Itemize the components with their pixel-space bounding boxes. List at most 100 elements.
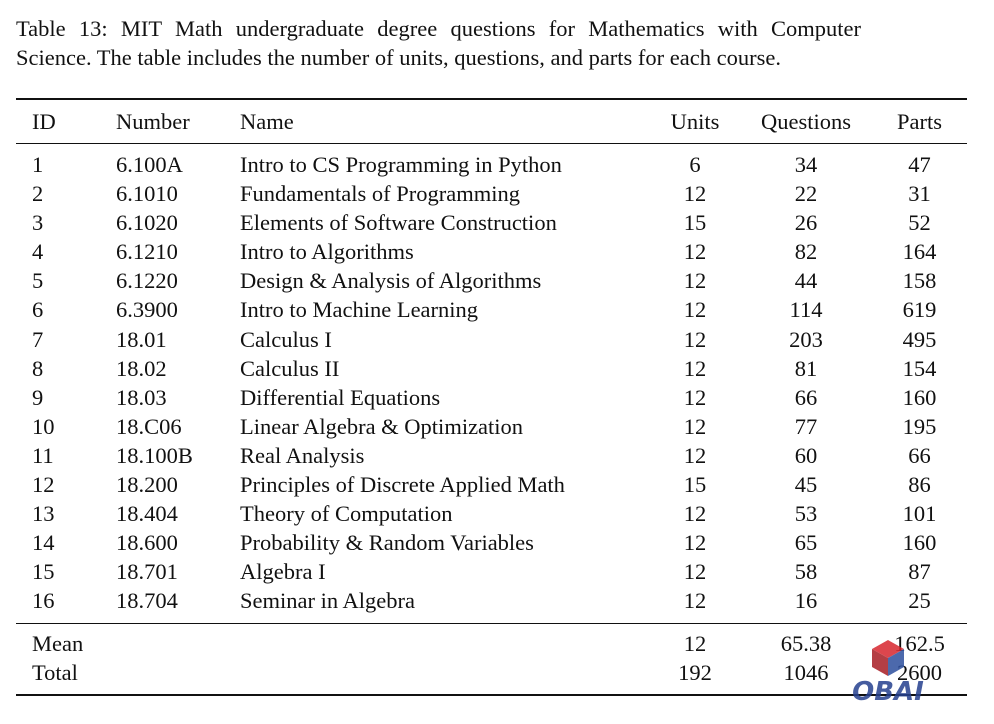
header-row: ID Number Name Units Questions Parts <box>16 98 967 144</box>
table-cell: Elements of Software Construction <box>240 210 557 236</box>
table-cell: Intro to Machine Learning <box>240 297 479 323</box>
table-row: 2 6.1010 Fundamentals of Programming 12 22 31 <box>16 179 967 208</box>
table-row: 3 6.1020 Elements of Software Construction… <box>16 208 967 237</box>
table-cell: 7 <box>32 326 44 352</box>
table-caption: Table 13: MIT Math undergraduate degree … <box>16 16 861 70</box>
header-cell: Units <box>650 98 740 144</box>
table-cell: 12 <box>683 442 707 468</box>
table-row: 4 6.1210 Intro to Algorithms 12 82 164 <box>16 237 967 266</box>
table-cell: 45 <box>794 472 818 498</box>
table-cell: 619 <box>902 297 937 323</box>
table-cell: 2600 <box>872 657 967 696</box>
table-cell: 9 <box>32 384 44 410</box>
table-cell: Real Analysis <box>240 442 365 468</box>
table-cell: 6.100A <box>116 152 183 177</box>
table-cell: 81 <box>794 355 818 381</box>
table-cell: Probability & Random Variables <box>240 530 534 556</box>
table-cell: 6 <box>32 297 44 323</box>
table-cell: 18.701 <box>116 559 178 585</box>
table-cell: 192 <box>650 657 740 696</box>
table-cell: 164 <box>902 239 937 265</box>
table-cell: 160 <box>902 384 937 410</box>
table-cell: 77 <box>794 413 818 439</box>
table-cell: 10 <box>32 413 55 439</box>
table-cell: 22 <box>794 181 818 207</box>
table-cell: 154 <box>902 355 937 381</box>
table-row: 1 6.100A Intro to CS Programming in Python… <box>16 144 967 180</box>
table-cell: Calculus I <box>240 326 332 352</box>
table-cell: 495 <box>902 326 937 352</box>
table-cell: 25 <box>908 588 931 614</box>
table-cell <box>240 622 650 658</box>
header-cell: Number <box>116 98 240 144</box>
table-cell: 26 <box>794 210 818 236</box>
table-cell: 16 <box>794 588 818 614</box>
table-cell: 18.100B <box>116 442 193 468</box>
table-cell: Linear Algebra & Optimization <box>240 413 524 439</box>
table-cell: 87 <box>908 559 931 585</box>
table-cell: 66 <box>908 442 931 468</box>
table-row: 7 18.01 Calculus I 12 203 495 <box>16 325 967 354</box>
table-cell: Differential Equations <box>240 384 441 410</box>
table-cell: 162.5 <box>872 622 967 658</box>
table-cell: 18.02 <box>116 355 167 381</box>
table-cell: 12 <box>683 530 707 556</box>
table-cell: 6.1020 <box>116 210 178 236</box>
table-cell <box>116 657 240 696</box>
table-cell: 18.01 <box>116 326 167 352</box>
table-row: 6 6.3900 Intro to Machine Learning 12 114 619 <box>16 295 967 324</box>
table-cell: Principles of Discrete Applied Math <box>240 472 565 498</box>
table-cell: 6.1010 <box>116 181 178 207</box>
watermark: OBAI <box>852 640 924 707</box>
table-cell: 11 <box>32 442 54 468</box>
table-cell: 18.600 <box>116 530 178 556</box>
table-cell: 15 <box>32 559 55 585</box>
table-cell: 47 <box>908 152 931 177</box>
table-cell: 12 <box>650 622 740 658</box>
table-cell: 6.3900 <box>116 297 178 323</box>
table-cell: 114 <box>789 297 823 323</box>
table-cell: 12 <box>683 326 707 352</box>
table-cell: 14 <box>32 530 55 556</box>
table-cell: Algebra I <box>240 559 326 585</box>
table-cell: 12 <box>683 384 707 410</box>
table-cell: Intro to Algorithms <box>240 239 414 265</box>
table-cell: 160 <box>902 530 937 556</box>
table-summary: Mean 12 65.38 162.5 Total 192 1046 2600 <box>16 622 967 696</box>
table-cell: 1 <box>32 152 44 177</box>
table-cell: 18.200 <box>116 472 178 498</box>
table-row: 15 18.701 Algebra I 12 58 87 <box>16 557 967 586</box>
table-cell: Intro to CS Programming in Python <box>240 152 562 177</box>
table-row: 9 18.03 Differential Equations 12 66 160 <box>16 383 967 412</box>
table-cell: 3 <box>32 210 44 236</box>
table-cell: 12 <box>683 355 707 381</box>
table-cell: 8 <box>32 355 44 381</box>
table-cell: 12 <box>683 181 707 207</box>
header-cell: Parts <box>872 98 967 144</box>
table-cell: 15 <box>683 472 707 498</box>
table-cell: 34 <box>794 152 818 177</box>
table-cell: 18.03 <box>116 384 167 410</box>
table-cell: 52 <box>908 210 931 236</box>
table-cell: Theory of Computation <box>240 501 453 527</box>
table-cell: 58 <box>794 559 818 585</box>
table-cell: 101 <box>902 501 937 527</box>
table-row: 14 18.600 Probability & Random Variables 12… <box>16 528 967 557</box>
table-row: Total 192 1046 2600 <box>16 657 967 696</box>
table-cell: 1046 <box>740 657 872 696</box>
header-cell: Questions <box>740 98 872 144</box>
table-cell: Design & Analysis of Algorithms <box>240 268 542 294</box>
table-cell: 82 <box>794 239 818 265</box>
table-row: 5 6.1220 Design & Analysis of Algorithms 12… <box>16 266 967 295</box>
table-cell: Mean <box>16 622 116 658</box>
table-cell: 18.704 <box>116 588 178 614</box>
table-body: 1 6.100A Intro to CS Programming in Python… <box>16 144 967 624</box>
table-cell: 5 <box>32 268 44 294</box>
header-cell: Name <box>240 98 650 144</box>
header-cell: ID <box>16 98 116 144</box>
table-cell: 13 <box>32 501 55 527</box>
table-cell <box>116 622 240 658</box>
table-cell: 60 <box>794 442 818 468</box>
table-cell: 15 <box>683 210 707 236</box>
